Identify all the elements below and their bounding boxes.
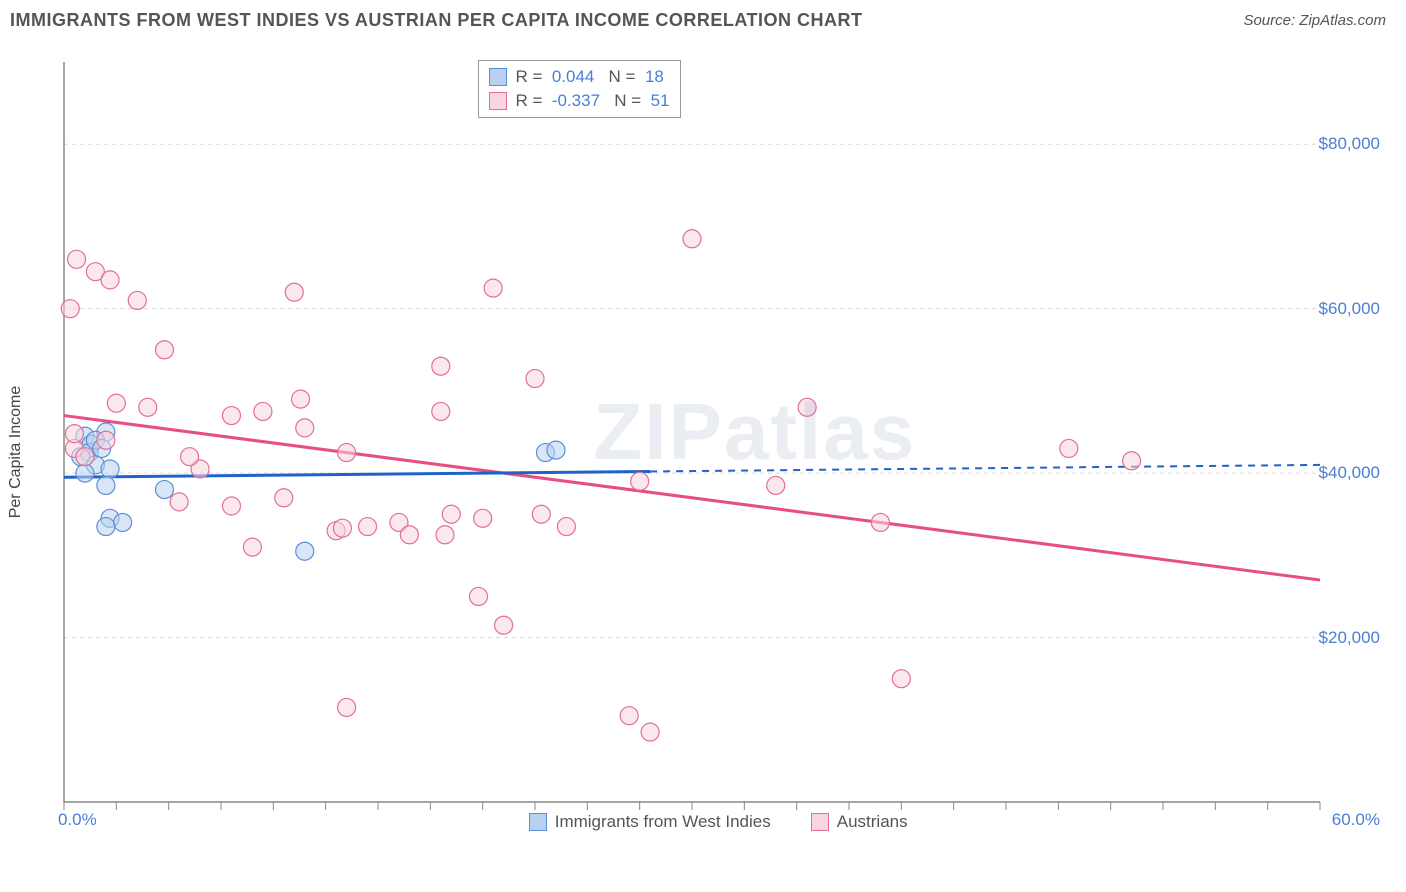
page-title: IMMIGRANTS FROM WEST INDIES VS AUSTRIAN … <box>10 10 863 31</box>
legend-swatch <box>489 68 507 86</box>
x-tick-right: 60.0% <box>1332 810 1380 830</box>
series-legend: Immigrants from West Indies Austrians <box>529 812 908 832</box>
legend-swatch <box>489 92 507 110</box>
legend-item: Austrians <box>811 812 908 832</box>
legend-swatch <box>811 813 829 831</box>
correlation-legend: R = 0.044 N = 18R = -0.337 N = 51 <box>478 60 680 118</box>
y-tick-label: $80,000 <box>1319 134 1380 154</box>
x-tick-left: 0.0% <box>58 810 97 830</box>
y-tick-label: $40,000 <box>1319 463 1380 483</box>
legend-row: R = -0.337 N = 51 <box>489 89 669 113</box>
legend-swatch <box>529 813 547 831</box>
legend-row: R = 0.044 N = 18 <box>489 65 669 89</box>
scatter-plot <box>20 42 1330 822</box>
chart-container: Per Capita Income ZIPatlas R = 0.044 N =… <box>20 42 1390 862</box>
source-label: Source: ZipAtlas.com <box>1243 12 1386 29</box>
legend-item: Immigrants from West Indies <box>529 812 771 832</box>
y-tick-label: $60,000 <box>1319 299 1380 319</box>
y-tick-label: $20,000 <box>1319 628 1380 648</box>
y-axis-label: Per Capita Income <box>7 386 25 519</box>
